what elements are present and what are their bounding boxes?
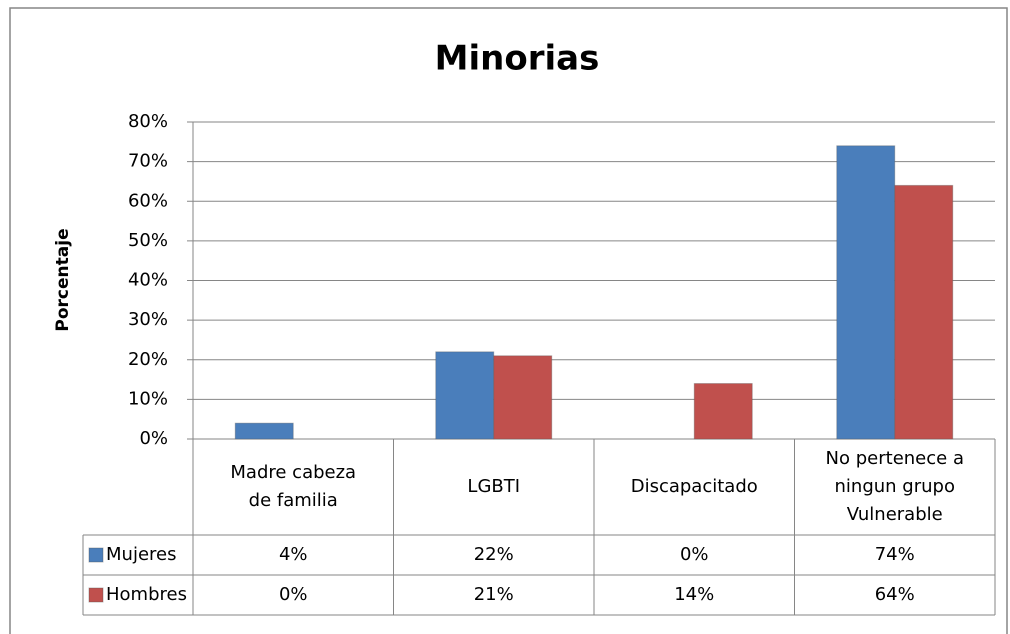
bar xyxy=(234,422,294,440)
y-tick-label: 0% xyxy=(139,428,168,449)
legend-key xyxy=(88,547,104,563)
table-value: 21% xyxy=(474,584,514,605)
y-tick-label: 60% xyxy=(128,190,168,211)
y-tick-label: 80% xyxy=(128,111,168,132)
x-tick-label: Discapacitado xyxy=(630,476,758,497)
x-tick-label: LGBTI xyxy=(467,476,521,497)
y-tick-label: 40% xyxy=(128,270,168,291)
legend-label: Hombres xyxy=(106,584,187,605)
table-value: 4% xyxy=(279,544,308,565)
y-tick-label: 70% xyxy=(128,151,168,172)
x-tick-label: No pertenece a ningun grupo Vulnerable xyxy=(825,448,964,525)
y-tick-label: 10% xyxy=(128,388,168,409)
y-tick-label: 50% xyxy=(128,230,168,251)
bar xyxy=(435,351,495,440)
y-tick-label: 20% xyxy=(128,349,168,370)
y-tick-label: 30% xyxy=(128,309,168,330)
bar xyxy=(894,184,954,440)
y-axis-label: Porcentaje xyxy=(53,228,73,331)
legend-label: Mujeres xyxy=(106,544,176,565)
bar xyxy=(493,355,553,440)
bar xyxy=(693,383,753,440)
x-tick-label: Madre cabeza de familia xyxy=(230,462,357,511)
table-value: 0% xyxy=(279,584,308,605)
chart-title: Minorias xyxy=(435,39,600,79)
legend-key xyxy=(88,587,104,603)
table-value: 64% xyxy=(875,584,915,605)
table-value: 22% xyxy=(474,544,514,565)
bar xyxy=(836,145,896,440)
table-value: 14% xyxy=(674,584,714,605)
table-value: 74% xyxy=(875,544,915,565)
table-value: 0% xyxy=(680,544,709,565)
